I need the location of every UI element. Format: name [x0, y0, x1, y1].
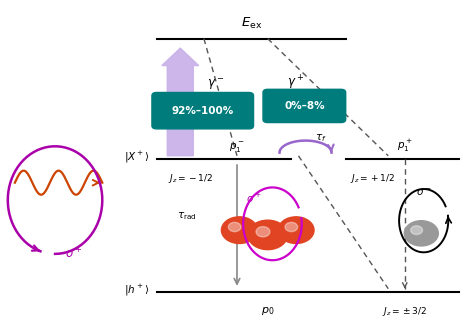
Ellipse shape — [410, 226, 422, 235]
Text: $J_z = \pm 3/2$: $J_z = \pm 3/2$ — [383, 305, 427, 317]
FancyBboxPatch shape — [152, 92, 254, 129]
Text: $J_z = +1/2$: $J_z = +1/2$ — [350, 172, 395, 185]
Text: $\gamma^+$: $\gamma^+$ — [287, 74, 304, 92]
Ellipse shape — [221, 217, 257, 243]
Ellipse shape — [256, 227, 270, 237]
Ellipse shape — [278, 217, 314, 243]
Text: $|h^+\rangle$: $|h^+\rangle$ — [124, 283, 150, 298]
Text: 0%–8%: 0%–8% — [284, 101, 325, 111]
FancyBboxPatch shape — [263, 89, 346, 123]
Text: 92%–100%: 92%–100% — [172, 106, 234, 116]
Text: $|X^+\rangle$: $|X^+\rangle$ — [124, 150, 150, 165]
Ellipse shape — [404, 221, 438, 246]
Ellipse shape — [248, 220, 288, 250]
Text: $\tau_f$: $\tau_f$ — [315, 133, 327, 144]
Text: $\sigma^+$: $\sigma^+$ — [246, 192, 262, 205]
Text: $\sigma^-$: $\sigma^-$ — [416, 187, 431, 198]
Text: $\tau_{\mathrm{rad}}$: $\tau_{\mathrm{rad}}$ — [177, 210, 197, 222]
Ellipse shape — [228, 222, 241, 232]
Text: $E_{\mathrm{ex}}$: $E_{\mathrm{ex}}$ — [240, 16, 262, 31]
Text: $p_1^-$: $p_1^-$ — [229, 140, 245, 154]
FancyArrow shape — [162, 48, 199, 156]
Text: $J_z = -1/2$: $J_z = -1/2$ — [168, 172, 213, 185]
Text: $p_0$: $p_0$ — [261, 305, 274, 317]
Text: $\gamma^-$: $\gamma^-$ — [207, 77, 224, 92]
Ellipse shape — [285, 222, 298, 232]
Text: $\sigma^+$: $\sigma^+$ — [65, 246, 83, 262]
Text: $p_1^+$: $p_1^+$ — [397, 138, 413, 154]
